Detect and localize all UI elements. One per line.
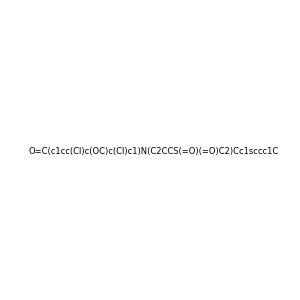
- Text: O=C(c1cc(Cl)c(OC)c(Cl)c1)N(C2CCS(=O)(=O)C2)Cc1sccc1C: O=C(c1cc(Cl)c(OC)c(Cl)c1)N(C2CCS(=O)(=O)…: [28, 147, 279, 156]
